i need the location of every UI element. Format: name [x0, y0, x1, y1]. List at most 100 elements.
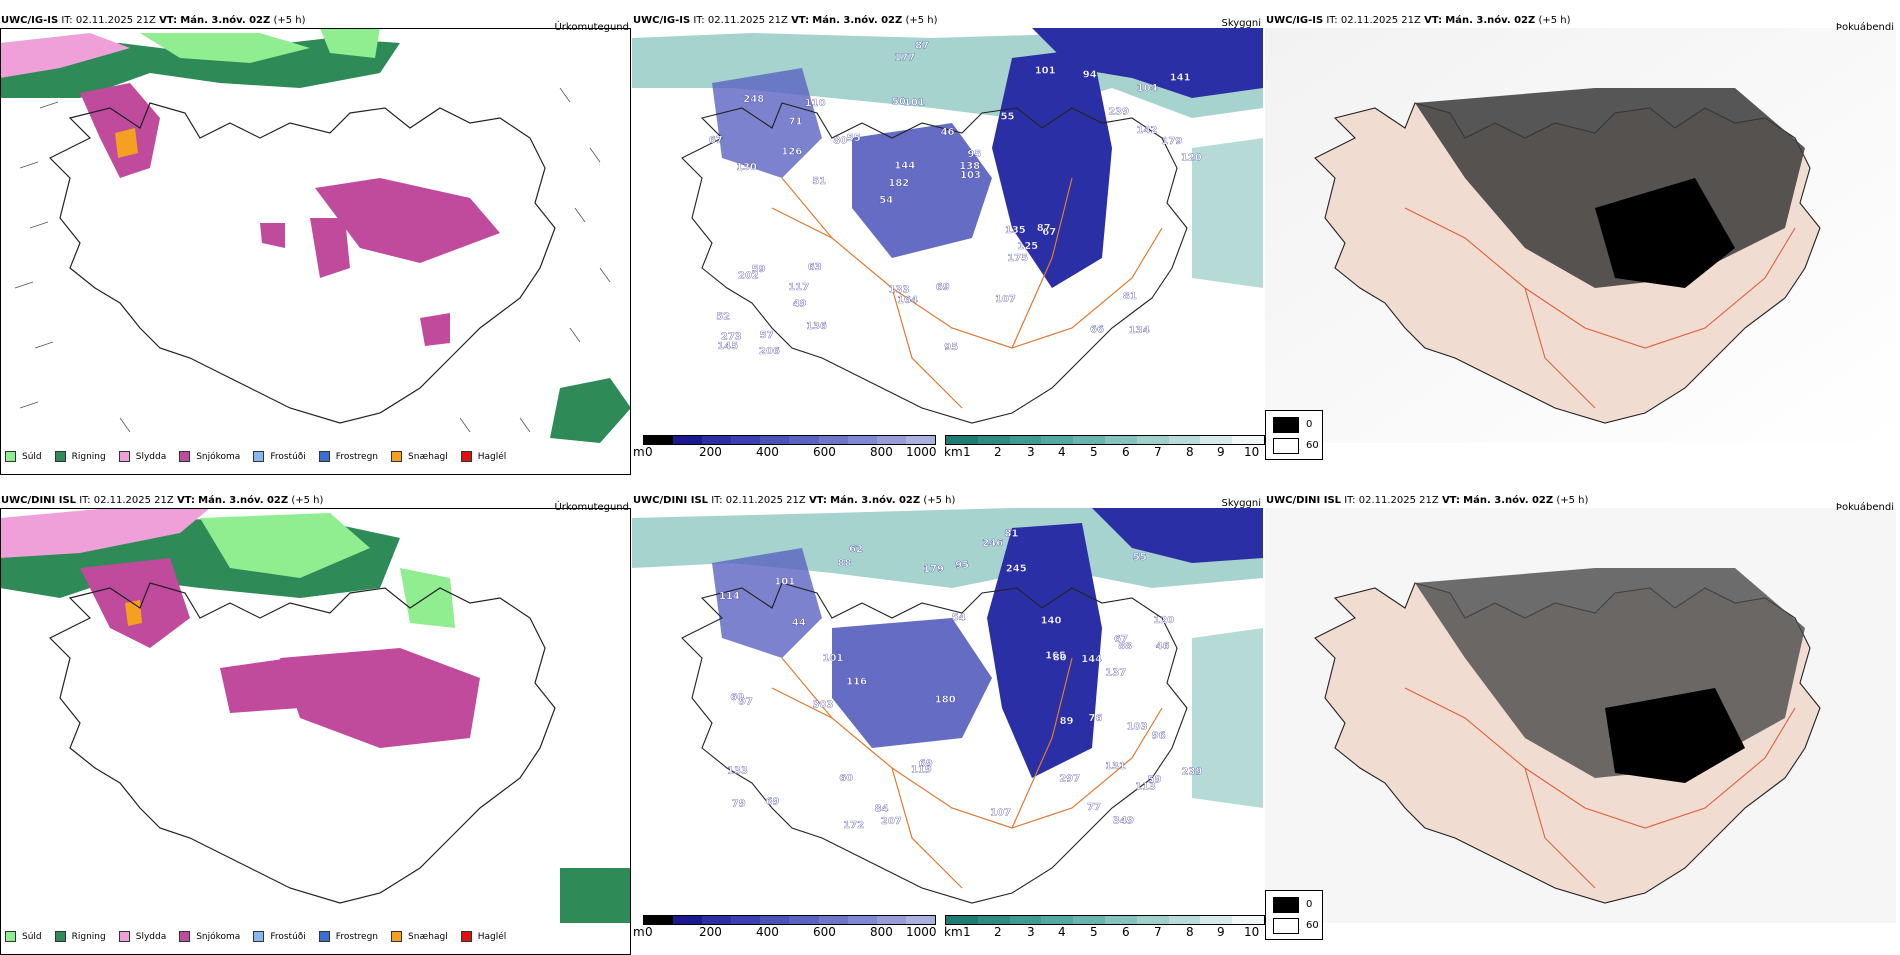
precip-type-map-2[interactable]: [0, 508, 631, 923]
panel-header: UWC/DINI ISL IT: 02.11.2025 21Z VT: Mán.…: [1, 495, 323, 506]
it-label: IT:: [693, 15, 705, 26]
visibility-area-east: [1192, 628, 1263, 808]
precip-type-panel-2: UWC/DINI ISL IT: 02.11.2025 21Z VT: Mán.…: [0, 493, 631, 955]
legend-item-slydda: Slydda: [118, 451, 167, 462]
colorbar-km-swatches: [945, 915, 1265, 925]
cbar-swatch: [847, 916, 877, 924]
snow-area-5: [420, 313, 450, 346]
panel-name: Þokuábendi: [1835, 22, 1894, 33]
cbar-swatch: [946, 436, 978, 444]
panel-header: UWC/DINI ISL IT: 02.11.2025 21Z VT: Mán.…: [633, 495, 955, 506]
fog-map-1[interactable]: [1265, 28, 1896, 443]
legend-label: Haglél: [477, 451, 507, 462]
fog-map-2[interactable]: [1265, 508, 1896, 923]
legend-swatch: [5, 451, 16, 462]
cbar-tick: 5: [1090, 925, 1098, 939]
cloud-map-1[interactable]: [632, 28, 1263, 443]
legend-swatch: [54, 931, 66, 942]
sleet-area: [0, 508, 210, 558]
legend-swatch: [460, 451, 472, 462]
legend-label: Snæhagl: [408, 931, 448, 942]
cbar-swatch: [1073, 916, 1105, 924]
cbar-tick: 2: [994, 445, 1002, 459]
fog-legend-1: 0 60: [1265, 410, 1323, 460]
roads: [771, 657, 1163, 889]
coastline: [48, 582, 556, 904]
cloud-area-central: [832, 618, 992, 748]
model-name: UWC/IG-IS: [1266, 15, 1324, 26]
drizzle-area-2: [400, 568, 455, 628]
legend-swatch: [118, 931, 130, 942]
coastline: [48, 102, 556, 424]
precip-legend: Súld Rigning Slydda Snjókoma Frostúði Fr…: [5, 451, 519, 462]
vt-value: Mán. 3.nóv. 02Z: [180, 15, 271, 26]
it-label: IT:: [1326, 15, 1338, 26]
legend-label: Haglél: [477, 931, 507, 942]
cbar-swatch: [1073, 436, 1105, 444]
fog-legend-white: [1273, 438, 1299, 454]
legend-swatch: [460, 931, 472, 942]
legend-item-snjokoma: Snjókoma: [179, 451, 240, 462]
cbar-tick: 6: [1122, 445, 1130, 459]
cbar-unit: km: [944, 925, 963, 939]
cbar-tick: 4: [1058, 925, 1066, 939]
cbar-swatch: [644, 436, 674, 444]
coastline: [681, 102, 1188, 424]
legend-label: Frostregn: [335, 931, 379, 942]
legend-label: Snjókoma: [196, 451, 241, 462]
vt-label: VT:: [159, 15, 178, 26]
panel-name: Þokuábendi: [1835, 502, 1894, 513]
cbar-swatch: [1104, 916, 1137, 924]
cbar-swatch: [818, 436, 848, 444]
cloud-map-2[interactable]: [632, 508, 1263, 923]
cbar-tick: 800: [870, 925, 893, 939]
cbar-swatch: [1136, 436, 1169, 444]
legend-item-sud: Súld: [5, 931, 42, 942]
vt-label: VT:: [791, 15, 810, 26]
cbar-tick: 200: [699, 445, 722, 459]
precip-type-map-1[interactable]: [0, 28, 631, 443]
legend-label: Snæhagl: [408, 451, 448, 462]
legend-label: Slydda: [135, 451, 167, 462]
model-name: UWC/DINI ISL: [1, 495, 77, 506]
cbar-swatch: [1009, 916, 1042, 924]
model-name: UWC/IG-IS: [1, 15, 59, 26]
cbar-swatch: [1104, 436, 1137, 444]
cbar-swatch: [702, 916, 732, 924]
snow-area-3: [310, 218, 350, 278]
legend-label: Frostregn: [335, 451, 379, 462]
lead-time: (+5 h): [291, 495, 324, 506]
cbar-tick: 0: [645, 925, 653, 939]
drizzle-area: [140, 33, 310, 63]
cbar-unit: m: [633, 925, 645, 939]
cbar-tick: 400: [756, 925, 779, 939]
it-label: IT:: [1344, 495, 1356, 506]
panel-header: UWC/DINI ISL IT: 02.11.2025 21Z VT: Mán.…: [1266, 495, 1588, 506]
legend-item-hagel: Haglél: [460, 931, 507, 942]
legend-item-hagel: Haglél: [460, 451, 507, 462]
legend-item-frostudi: Frostúði: [253, 451, 306, 462]
fog-map-svg: [1265, 508, 1896, 923]
cbar-swatch: [905, 916, 935, 924]
cloud-map-svg: [632, 508, 1263, 904]
panel-name: Skyggni: [1221, 498, 1261, 509]
it-value: 02.11.2025 21Z: [725, 495, 806, 506]
cbar-swatch: [1041, 916, 1074, 924]
legend-swatch: [179, 931, 191, 942]
cbar-swatch: [673, 436, 703, 444]
lead-time: (+5 h): [905, 15, 938, 26]
cbar-tick: 3: [1027, 445, 1035, 459]
panel-name: Úrkomutegund: [554, 502, 629, 513]
colorbar-m-swatches: [643, 915, 936, 925]
fog-legend-white: [1273, 918, 1299, 934]
vt-value: Mán. 3.nóv. 02Z: [198, 495, 289, 506]
cbar-swatch: [1232, 436, 1264, 444]
cbar-tick: 2: [994, 925, 1002, 939]
cbar-swatch: [946, 916, 978, 924]
snow-area-3: [220, 658, 300, 713]
legend-item-rigning: Rigning: [54, 451, 106, 462]
roads: [1404, 207, 1796, 409]
panel-name: Úrkomutegund: [554, 22, 629, 33]
cbar-swatch: [1009, 436, 1042, 444]
fog-panel-2: UWC/DINI ISL IT: 02.11.2025 21Z VT: Mán.…: [1265, 493, 1896, 953]
